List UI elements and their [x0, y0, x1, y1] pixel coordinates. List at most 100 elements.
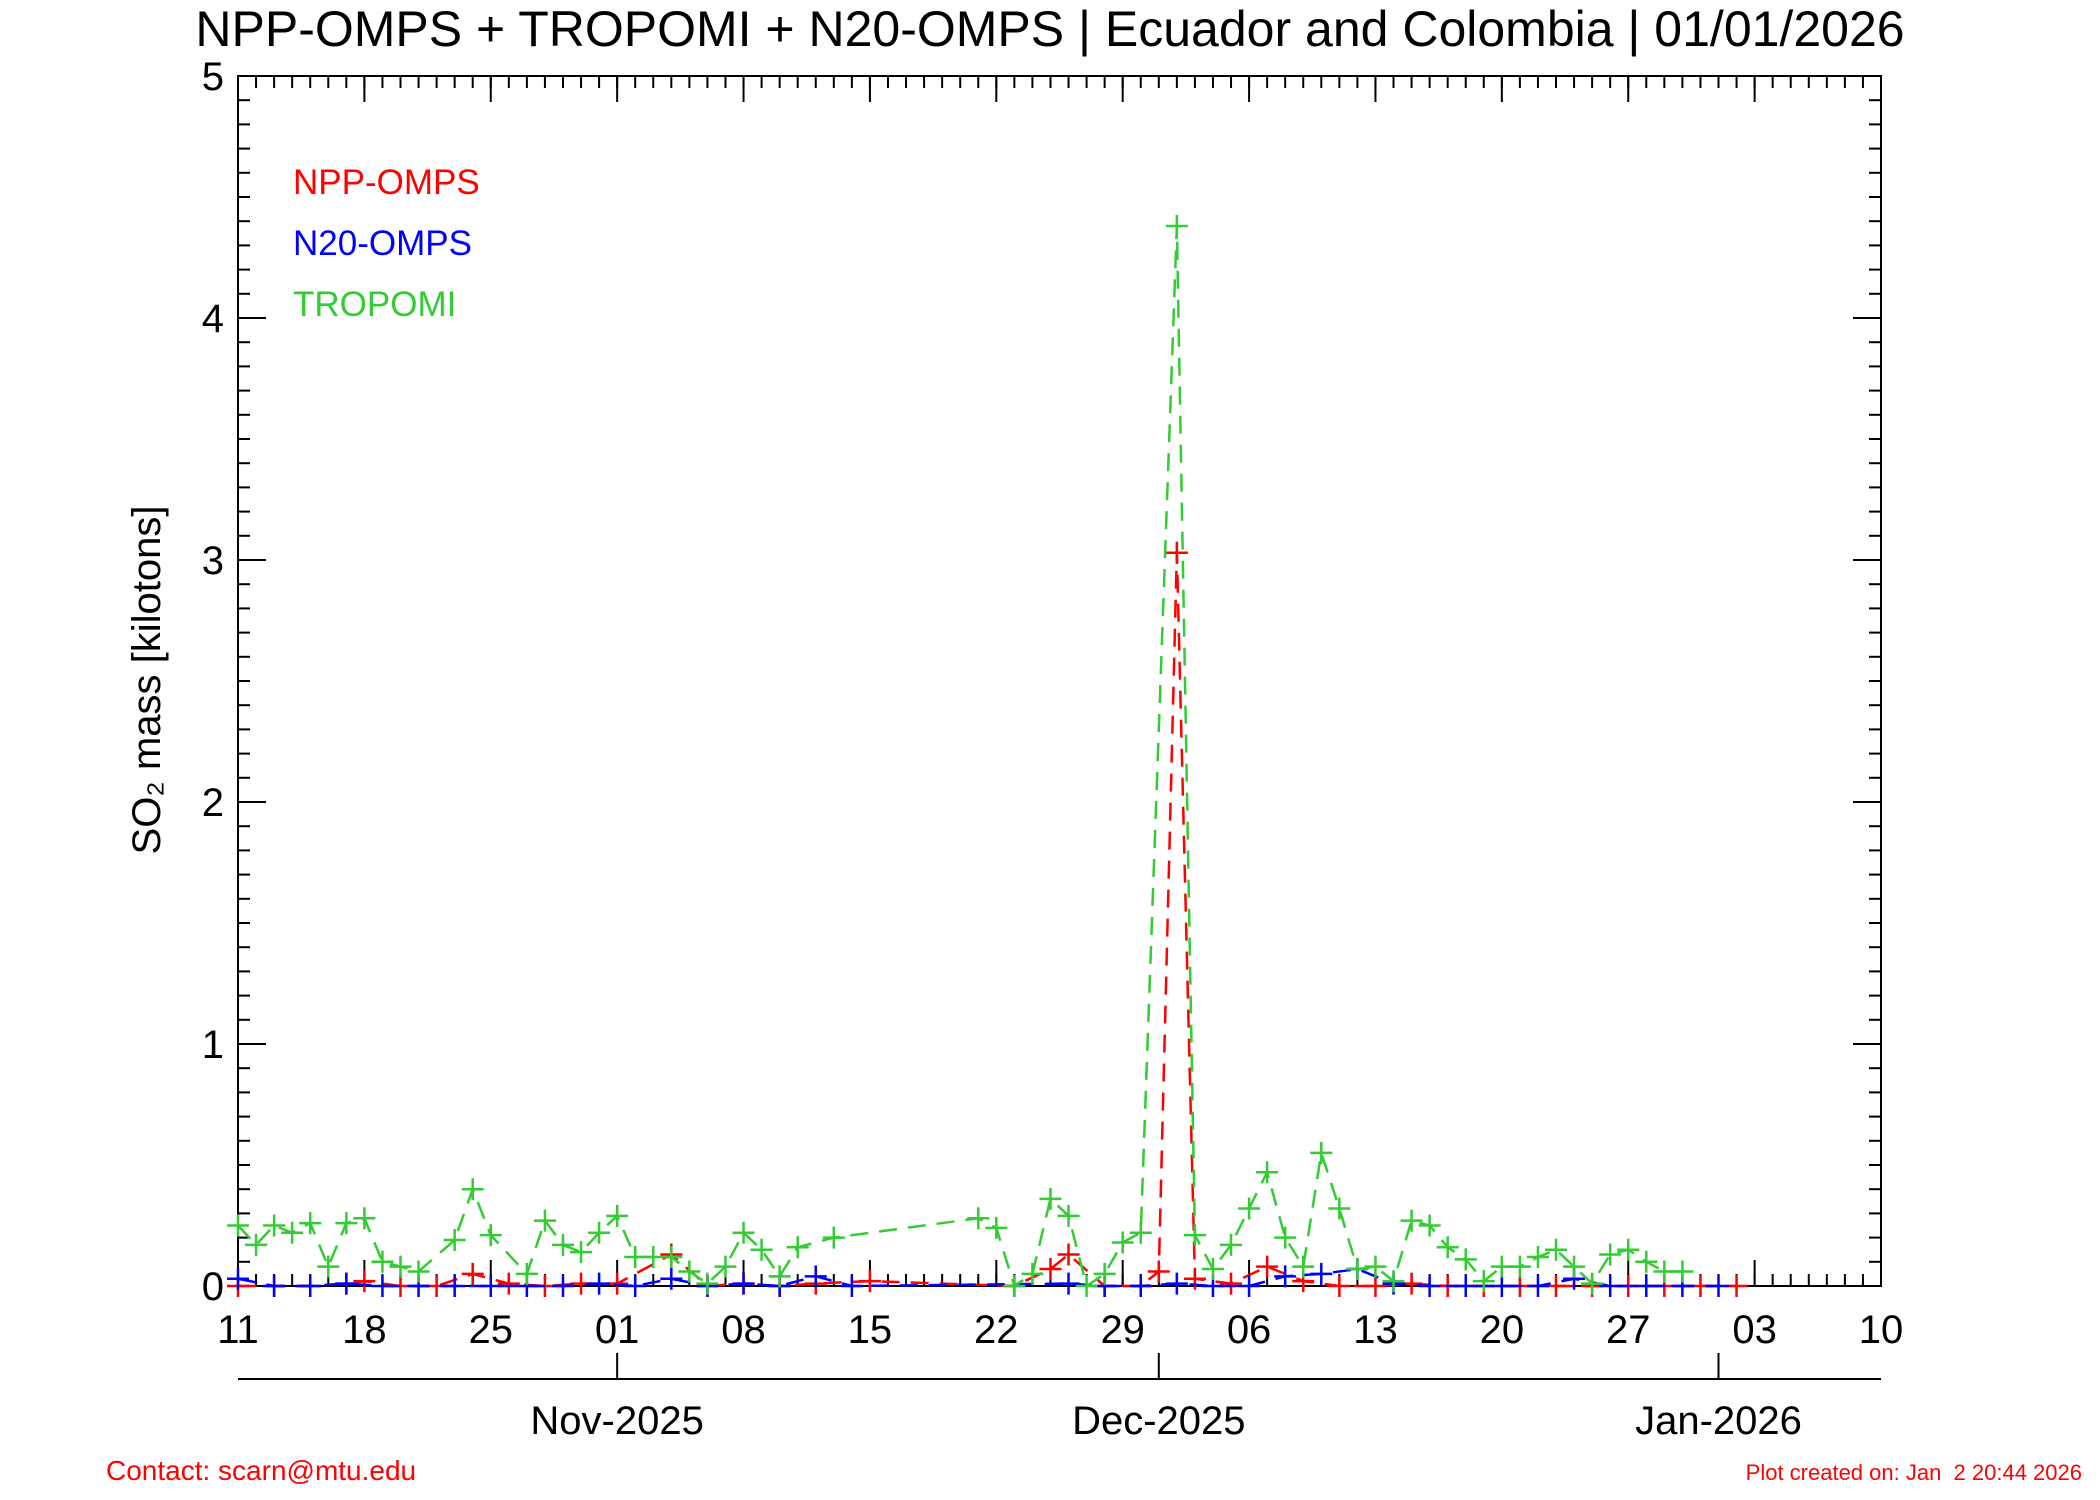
- point-marker: [1129, 1275, 1152, 1297]
- point-marker: [985, 1216, 1008, 1239]
- point-marker: [606, 1204, 629, 1227]
- point-marker: [678, 1260, 701, 1283]
- x-tick-label: 22: [974, 1308, 1019, 1352]
- point-marker: [371, 1250, 394, 1273]
- y-tick-label: 1: [202, 1023, 224, 1067]
- footer-date: Plot created on: Jan 2 20:44 2026: [1746, 1460, 2082, 1485]
- x-tick-label: 11: [217, 1308, 259, 1352]
- point-marker: [1328, 1197, 1351, 1220]
- point-marker: [967, 1207, 990, 1230]
- point-marker: [696, 1272, 719, 1295]
- month-label: Jan-2026: [1635, 1399, 1802, 1443]
- point-marker: [1418, 1214, 1441, 1237]
- point-marker: [299, 1212, 322, 1235]
- point-marker: [1165, 1272, 1188, 1295]
- point-marker: [1617, 1238, 1640, 1261]
- point-marker: [515, 1262, 538, 1285]
- point-marker: [732, 1221, 755, 1244]
- point-marker: [1310, 1141, 1333, 1164]
- point-marker: [1057, 1272, 1080, 1295]
- point-marker: [443, 1275, 466, 1297]
- point-marker: [461, 1178, 484, 1201]
- x-tick-label: 06: [1227, 1308, 1272, 1352]
- x-tick-label: 29: [1100, 1308, 1145, 1352]
- y-tick-label: 5: [202, 55, 224, 99]
- point-marker: [1093, 1262, 1116, 1285]
- y-tick-label: 3: [202, 539, 224, 583]
- point-marker: [1057, 1204, 1080, 1227]
- point-marker: [1472, 1270, 1495, 1293]
- point-marker: [263, 1214, 286, 1237]
- point-marker: [1508, 1255, 1531, 1278]
- point-marker: [1057, 1243, 1080, 1266]
- point-marker: [1635, 1250, 1658, 1273]
- series-line: [238, 552, 1737, 1288]
- point-marker: [1707, 1275, 1730, 1297]
- x-tick-label: 03: [1732, 1308, 1777, 1352]
- point-marker: [227, 1267, 249, 1290]
- legend-label: TROPOMI: [293, 285, 456, 324]
- point-marker: [1183, 1224, 1206, 1247]
- x-tick-label: 18: [342, 1308, 387, 1352]
- point-marker: [1292, 1255, 1315, 1278]
- y-tick-label: 4: [202, 297, 224, 341]
- month-label: Nov-2025: [530, 1399, 703, 1443]
- plot-frame: [237, 75, 1882, 1287]
- point-marker: [732, 1272, 755, 1295]
- point-marker: [1039, 1187, 1062, 1210]
- point-marker: [1545, 1238, 1568, 1261]
- legend-label: NPP-OMPS: [293, 163, 480, 202]
- point-marker: [1671, 1260, 1694, 1283]
- point-marker: [1256, 1161, 1279, 1184]
- point-marker: [714, 1255, 737, 1278]
- point-marker: [1454, 1248, 1477, 1271]
- point-marker: [858, 1270, 881, 1293]
- x-tick-label: 08: [721, 1308, 766, 1352]
- point-marker: [1220, 1272, 1243, 1295]
- point-marker: [660, 1245, 683, 1268]
- point-marker: [1599, 1243, 1622, 1266]
- point-marker: [1201, 1258, 1224, 1281]
- point-marker: [1454, 1275, 1477, 1297]
- x-tick-label: 10: [1859, 1308, 1904, 1352]
- point-marker: [1364, 1275, 1387, 1297]
- point-marker: [479, 1224, 502, 1247]
- point-marker: [1274, 1265, 1297, 1288]
- point-marker: [1147, 1260, 1170, 1283]
- point-marker: [1563, 1255, 1586, 1278]
- point-marker: [281, 1221, 304, 1244]
- point-marker: [1003, 1275, 1026, 1297]
- point-marker: [1581, 1272, 1604, 1295]
- point-marker: [227, 1214, 249, 1237]
- point-marker: [443, 1229, 466, 1252]
- legend-label: N20-OMPS: [293, 224, 472, 263]
- x-tick-label: 25: [469, 1308, 514, 1352]
- point-marker: [1238, 1275, 1261, 1297]
- point-marker: [1490, 1275, 1513, 1297]
- point-marker: [245, 1233, 268, 1256]
- point-marker: [588, 1221, 611, 1244]
- point-marker: [1364, 1255, 1387, 1278]
- point-marker: [461, 1262, 484, 1285]
- y-axis-label: SO₂ mass [kilotons]: [125, 506, 169, 855]
- point-marker: [299, 1275, 322, 1297]
- point-marker: [1436, 1236, 1459, 1259]
- point-marker: [1346, 1258, 1369, 1281]
- point-marker: [1328, 1275, 1351, 1297]
- point-marker: [750, 1238, 773, 1261]
- point-marker: [1418, 1275, 1441, 1297]
- point-marker: [353, 1270, 376, 1293]
- x-tick-label: 13: [1353, 1308, 1398, 1352]
- point-marker: [1526, 1245, 1549, 1268]
- point-marker: [1220, 1233, 1243, 1256]
- point-marker: [389, 1255, 412, 1278]
- point-marker: [804, 1265, 827, 1288]
- point-marker: [1021, 1262, 1044, 1285]
- series-line: [237, 225, 1683, 1289]
- point-marker: [1075, 1275, 1098, 1297]
- x-tick-label: 27: [1606, 1308, 1651, 1352]
- point-marker: [1129, 1221, 1152, 1244]
- point-marker: [1382, 1270, 1405, 1293]
- point-marker: [335, 1212, 358, 1235]
